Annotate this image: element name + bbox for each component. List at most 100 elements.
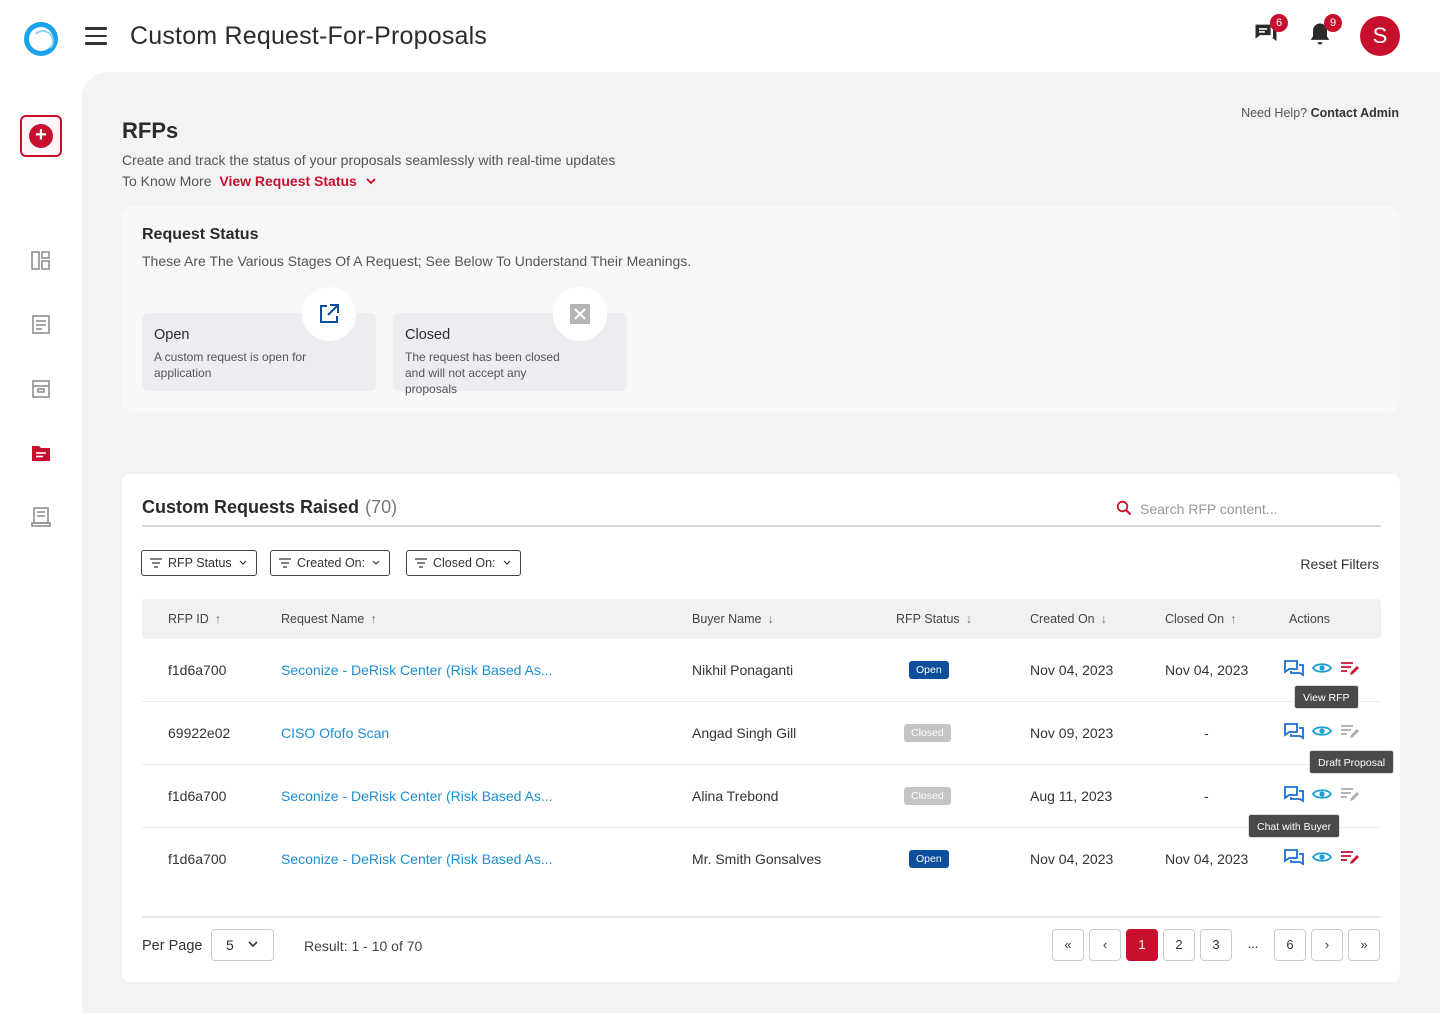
menu-toggle-button[interactable] [85, 27, 107, 45]
pagination-ellipsis: ... [1247, 936, 1259, 951]
column-rfp-status[interactable]: RFP Status ↓ [896, 612, 972, 626]
filter-label: Created On: [297, 556, 366, 570]
request-status-card: Request Status These Are The Various Sta… [122, 206, 1400, 412]
column-label: Created On [1030, 612, 1095, 626]
view-rfp-button[interactable] [1311, 660, 1334, 680]
contact-admin-link[interactable]: Contact Admin [1310, 106, 1399, 120]
app-title: Custom Request-For-Proposals [130, 22, 488, 50]
request-name-link[interactable]: Seconize - DeRisk Center (Risk Based As.… [281, 788, 553, 804]
sidebar-item-archive[interactable] [31, 378, 51, 400]
view-rfp-button[interactable] [1311, 849, 1334, 869]
document-icon [32, 315, 50, 334]
view-rfp-button[interactable] [1311, 786, 1334, 806]
archive-icon [32, 380, 50, 398]
column-buyer-name[interactable]: Buyer Name ↓ [692, 612, 774, 626]
closed-on: Nov 04, 2023 [1165, 662, 1249, 678]
column-rfp-id[interactable]: RFP ID ↑ [168, 612, 221, 626]
help-text: Need Help? Contact Admin [1241, 106, 1399, 120]
edit-list-icon [1341, 851, 1359, 864]
filter-icon [279, 558, 291, 568]
chat-icon [1284, 660, 1304, 677]
sidebar-item-documents[interactable] [31, 314, 51, 336]
plus-icon: + [29, 124, 53, 148]
next-page-button[interactable]: › [1311, 929, 1343, 961]
sidebar-item-dashboard[interactable] [31, 250, 51, 272]
top-bar: Custom Request-For-Proposals 6 9 S [0, 0, 1440, 72]
main-content: Need Help? Contact Admin RFPs Create and… [82, 72, 1440, 1013]
buyer-name: Nikhil Ponaganti [692, 662, 794, 678]
notifications-button[interactable]: 9 [1306, 14, 1342, 50]
chevron-down-icon [503, 560, 510, 565]
chat-with-buyer-button[interactable] [1284, 723, 1306, 743]
first-page-button[interactable]: « [1052, 929, 1084, 961]
reset-filters-button[interactable]: Reset Filters [1300, 556, 1379, 572]
eye-icon [1311, 789, 1333, 799]
filter-icon [150, 558, 162, 568]
created-on: Aug 11, 2023 [1030, 788, 1113, 804]
page-button-1[interactable]: 1 [1126, 929, 1158, 961]
filter-closed-on[interactable]: Closed On: [406, 550, 521, 576]
eye-icon [1311, 726, 1333, 736]
per-page-value: 5 [226, 937, 234, 953]
tooltip-draft-proposal: Draft Proposal [1309, 750, 1395, 774]
bell-icon [1310, 23, 1330, 45]
request-name-link[interactable]: CISO Ofofo Scan [281, 725, 390, 741]
rfp-id: f1d6a700 [168, 851, 227, 867]
column-closed-on[interactable]: Closed On ↑ [1165, 612, 1236, 626]
created-on: Nov 09, 2023 [1030, 725, 1114, 741]
table-row: f1d6a700 Seconize - DeRisk Center (Risk … [142, 639, 1381, 702]
page-subtitle: Create and track the status of your prop… [122, 152, 616, 168]
filter-created-on[interactable]: Created On: [270, 550, 391, 576]
chat-icon [1255, 24, 1277, 41]
column-request-name[interactable]: Request Name ↑ [281, 612, 377, 626]
column-created-on[interactable]: Created On ↓ [1030, 612, 1107, 626]
search-icon [1116, 500, 1132, 516]
table-row: 69922e02 CISO Ofofo Scan Angad Singh Gil… [142, 702, 1381, 765]
page-button-2[interactable]: 2 [1163, 929, 1195, 961]
request-name-link[interactable]: Seconize - DeRisk Center (Risk Based As.… [281, 662, 553, 678]
search-input[interactable] [1140, 498, 1380, 520]
last-page-button[interactable]: » [1348, 929, 1380, 961]
create-request-button[interactable]: + [20, 115, 62, 157]
draft-proposal-button[interactable] [1340, 660, 1362, 680]
status-badge: Closed [904, 724, 951, 742]
request-status-heading: Request Status [142, 226, 259, 243]
folder-icon [32, 446, 50, 461]
per-page-select[interactable]: 5 [211, 929, 274, 961]
view-request-status-label: View Request Status [219, 173, 357, 189]
edit-list-icon [1341, 662, 1359, 675]
sort-arrow-icon: ↑ [370, 612, 377, 626]
user-avatar[interactable]: S [1360, 16, 1400, 56]
dashboard-icon [31, 251, 50, 270]
status-badge: Open [909, 661, 949, 679]
page-button-3[interactable]: 3 [1200, 929, 1232, 961]
sort-arrow-icon: ↑ [1230, 612, 1237, 626]
edit-list-icon [1341, 788, 1359, 801]
app-logo[interactable] [24, 22, 58, 56]
view-request-status-link[interactable]: View Request Status [219, 173, 376, 189]
divider [142, 525, 1381, 527]
created-on: Nov 04, 2023 [1030, 662, 1114, 678]
prev-page-button[interactable]: ‹ [1089, 929, 1121, 961]
draft-proposal-button[interactable] [1340, 786, 1362, 806]
view-rfp-button[interactable] [1311, 723, 1334, 743]
sidebar-item-reports[interactable] [31, 506, 51, 528]
rfp-id: f1d6a700 [168, 788, 227, 804]
stage-text: A custom request is open for application [154, 350, 307, 380]
page-button-6[interactable]: 6 [1274, 929, 1306, 961]
column-label: RFP ID [168, 612, 209, 626]
draft-proposal-button[interactable] [1340, 723, 1362, 743]
chat-with-buyer-button[interactable] [1284, 849, 1306, 869]
table-row: f1d6a700 Seconize - DeRisk Center (Risk … [142, 828, 1381, 891]
draft-proposal-button[interactable] [1340, 849, 1362, 869]
request-name-link[interactable]: Seconize - DeRisk Center (Risk Based As.… [281, 851, 553, 867]
edit-list-icon [1341, 725, 1359, 738]
messages-button[interactable]: 6 [1252, 14, 1288, 50]
sidebar-item-rfps[interactable] [31, 442, 51, 464]
filter-rfp-status[interactable]: RFP Status [141, 550, 257, 576]
buyer-name: Mr. Smith Gonsalves [692, 851, 822, 867]
chat-with-buyer-button[interactable] [1284, 786, 1306, 806]
stage-name: Open [154, 327, 190, 343]
chat-with-buyer-button[interactable] [1284, 660, 1306, 680]
sort-arrow-icon: ↓ [767, 612, 774, 626]
